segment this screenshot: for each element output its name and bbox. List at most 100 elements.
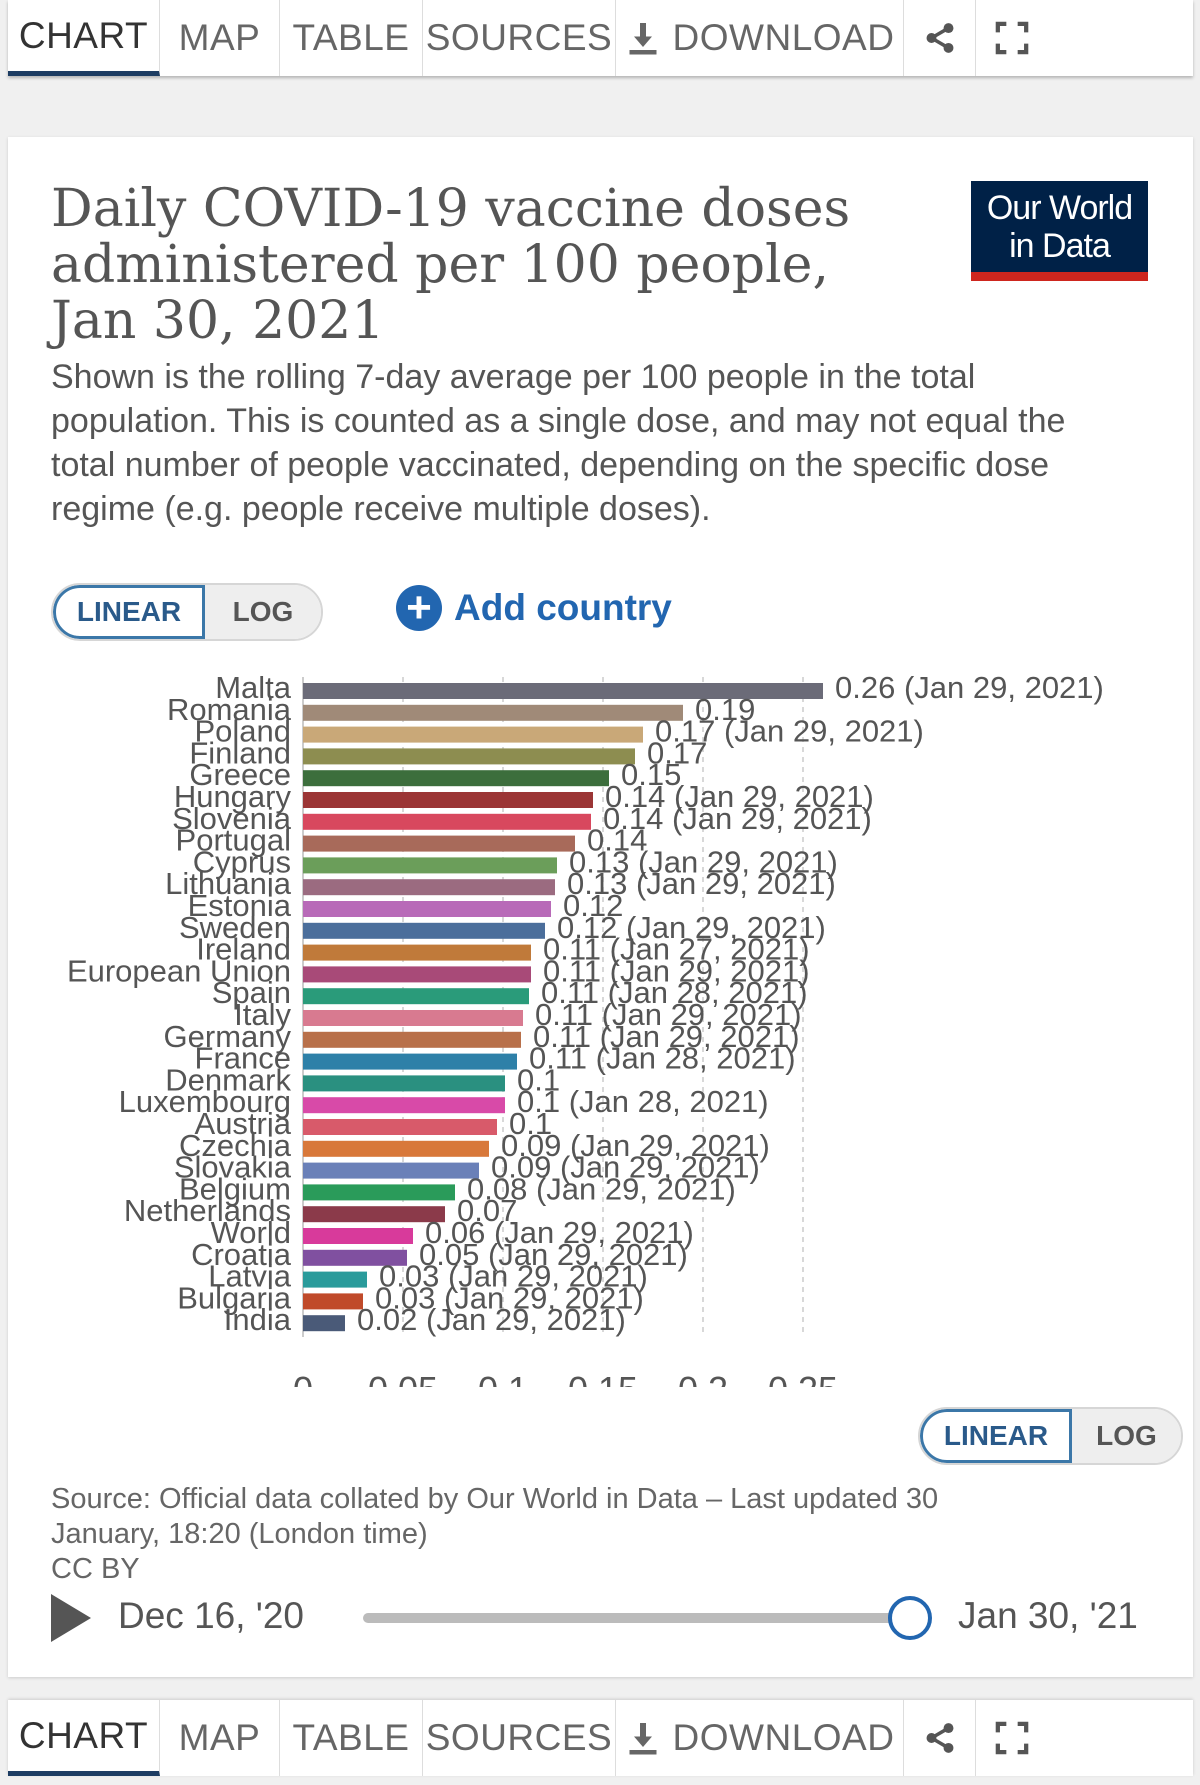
bar[interactable] [303, 1249, 407, 1266]
bar[interactable] [303, 1228, 413, 1244]
bar[interactable] [303, 1206, 445, 1223]
bar[interactable] [303, 1031, 521, 1048]
timeline-handle[interactable] [888, 1596, 932, 1640]
tab-sources[interactable]: SOURCES [423, 0, 616, 76]
bar[interactable] [303, 1075, 505, 1092]
timeline-start-label: Dec 16, '20 [118, 1595, 305, 1636]
country-label: Austria [195, 1106, 292, 1141]
bar[interactable] [303, 879, 555, 896]
bar[interactable] [303, 726, 643, 743]
tab-table[interactable]: TABLE [280, 0, 423, 76]
value-label: 0.1 [517, 1062, 560, 1097]
fullscreen-button[interactable] [976, 0, 1048, 76]
bar[interactable] [303, 1293, 363, 1310]
bar-chart: Malta 0.26 (Jan 29, 2021) Romania 0.19 Polan… [67, 670, 1104, 1387]
bar[interactable] [303, 966, 531, 983]
value-label: 0.02 (Jan 29, 2021) [357, 1302, 626, 1337]
bar[interactable] [303, 1097, 505, 1114]
log-button-bottom[interactable]: LOG [1072, 1409, 1181, 1463]
country-label: World [211, 1215, 291, 1250]
bar[interactable] [303, 835, 575, 852]
value-label: 0.19 [695, 692, 755, 727]
tab-chart-bottom[interactable]: CHART [8, 1700, 160, 1776]
bar[interactable] [303, 1162, 479, 1179]
bar[interactable] [303, 770, 609, 787]
country-label: Croatia [191, 1237, 292, 1272]
share-button[interactable] [904, 0, 976, 76]
bar[interactable] [303, 1315, 345, 1332]
country-label: Germany [164, 1019, 292, 1054]
x-tick-label: 0.25 [768, 1369, 838, 1387]
value-label: 0.14 (Jan 29, 2021) [603, 801, 872, 836]
share-icon [926, 1723, 953, 1753]
country-label: Cyprus [193, 844, 291, 879]
owid-logo[interactable]: Our World in Data [971, 181, 1148, 281]
linear-button-bottom[interactable]: LINEAR [920, 1409, 1072, 1463]
value-label: 0.1 [509, 1106, 552, 1141]
value-label: 0.26 (Jan 29, 2021) [835, 670, 1104, 705]
country-label: Czechia [179, 1128, 292, 1163]
country-label: France [195, 1041, 291, 1076]
value-label: 0.09 (Jan 29, 2021) [501, 1128, 770, 1163]
value-label: 0.11 (Jan 29, 2021) [533, 1019, 800, 1054]
country-label: Slovakia [174, 1150, 292, 1185]
x-tick-label: 0.1 [478, 1369, 528, 1387]
bar[interactable] [303, 1271, 367, 1288]
value-label: 0.07 [457, 1193, 517, 1228]
timeline-track[interactable] [363, 1613, 903, 1623]
tab-sources-bottom[interactable]: SOURCES [423, 1700, 616, 1776]
bottom-tab-bar: CHART MAP TABLE SOURCES DOWNLOAD [8, 1700, 1193, 1776]
x-tick-label: 0.2 [678, 1369, 728, 1387]
share-icon [926, 23, 953, 53]
country-label: Ireland [196, 932, 291, 967]
country-label: Bulgaria [177, 1280, 291, 1315]
bar[interactable] [303, 748, 635, 765]
bar[interactable] [303, 1140, 489, 1157]
bar[interactable] [303, 683, 823, 699]
tab-chart[interactable]: CHART [8, 0, 160, 76]
tab-download[interactable]: DOWNLOAD [616, 0, 904, 76]
log-button[interactable]: LOG [205, 585, 321, 639]
bar[interactable] [303, 792, 593, 808]
add-country-button[interactable]: + Add country [396, 585, 672, 631]
tab-map[interactable]: MAP [160, 0, 280, 76]
value-label: 0.17 [647, 735, 707, 770]
bar[interactable] [303, 1184, 455, 1201]
country-label: Poland [194, 714, 291, 749]
bar[interactable] [303, 857, 557, 874]
value-label: 0.08 (Jan 29, 2021) [467, 1171, 736, 1206]
bar[interactable] [303, 1010, 523, 1026]
x-tick-label: 0 [293, 1369, 313, 1387]
country-label: Estonia [188, 888, 292, 923]
bar[interactable] [303, 901, 551, 917]
download-icon [629, 1723, 657, 1755]
share-button-bottom[interactable] [904, 1700, 976, 1776]
value-label: 0.14 [587, 823, 647, 858]
x-tick-label: 0.15 [568, 1369, 638, 1387]
bar[interactable] [303, 988, 529, 1005]
scale-toggle-bottom: LINEAR LOG [918, 1407, 1183, 1465]
value-label: 0.03 (Jan 29, 2021) [375, 1280, 644, 1315]
license[interactable]: CC BY [51, 1553, 140, 1585]
value-label: 0.05 (Jan 29, 2021) [419, 1237, 688, 1272]
bar[interactable] [303, 922, 545, 939]
chart-subtitle: Shown is the rolling 7-day average per 1… [51, 358, 1066, 528]
bar[interactable] [303, 944, 531, 961]
timeline: Dec 16, '20 Jan 30, '21 [8, 1567, 1193, 1657]
tab-table-bottom[interactable]: TABLE [280, 1700, 423, 1776]
bar[interactable] [303, 704, 683, 721]
fullscreen-button-bottom[interactable] [976, 1700, 1048, 1776]
bar[interactable] [303, 1053, 517, 1070]
country-label: Italy [234, 997, 291, 1032]
country-label: Hungary [174, 779, 292, 814]
value-label: 0.03 (Jan 29, 2021) [379, 1259, 648, 1294]
tab-map-bottom[interactable]: MAP [160, 1700, 280, 1776]
value-label: 0.15 [621, 757, 681, 792]
tab-download-bottom[interactable]: DOWNLOAD [616, 1700, 904, 1776]
value-label: 0.1 (Jan 28, 2021) [517, 1084, 769, 1119]
bar[interactable] [303, 813, 591, 830]
linear-button[interactable]: LINEAR [53, 585, 205, 639]
bar[interactable] [303, 1119, 497, 1135]
value-label: 0.12 (Jan 29, 2021) [557, 910, 826, 945]
play-icon[interactable] [51, 1594, 91, 1642]
